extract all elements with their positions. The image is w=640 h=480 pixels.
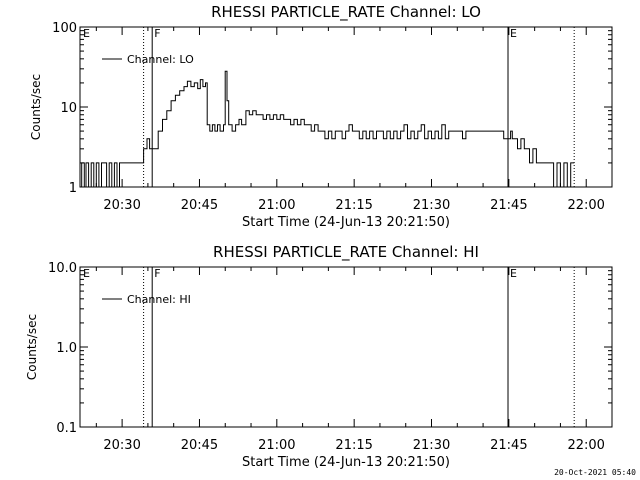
x-tick-label: 21:30 [413, 198, 450, 213]
marker-label: E [510, 27, 517, 40]
legend-label: Channel: HI [127, 293, 191, 306]
y-tick-label: 10 [60, 101, 77, 116]
footer-timestamp: 20-Oct-2021 05:40 [554, 468, 636, 477]
y-tick-label: 100 [52, 21, 77, 36]
x-tick-label: 20:45 [181, 438, 218, 453]
x-tick-label: 21:00 [258, 198, 295, 213]
x-tick-label: 22:00 [567, 438, 604, 453]
chart-panel-2: RHESSI PARTICLE_RATE Channel: HI Start Ti… [25, 243, 613, 470]
x-tick-label: 21:45 [490, 198, 527, 213]
edge-marker-label: E [83, 27, 90, 40]
y-tick-label: 1.0 [56, 341, 77, 356]
y-axis-label: Counts/sec [25, 314, 39, 380]
marker-label: E [510, 267, 517, 280]
chart-title: RHESSI PARTICLE_RATE Channel: HI [213, 243, 479, 262]
x-tick-label: 21:15 [335, 438, 372, 453]
edge-marker-label: E [83, 267, 90, 280]
y-tick-label: 1 [69, 181, 77, 196]
x-tick-label: 20:30 [103, 198, 140, 213]
series-line [80, 70, 575, 188]
y-tick-label: 10.0 [48, 261, 77, 276]
y-axis-label: Counts/sec [29, 74, 43, 140]
x-tick-label: 21:45 [490, 438, 527, 453]
x-tick-label: 20:45 [181, 198, 218, 213]
x-tick-label: 21:15 [335, 198, 372, 213]
plot-frame [79, 266, 613, 428]
x-axis-label: Start Time (24-Jun-13 20:21:50) [242, 455, 450, 470]
marker-label: F [154, 267, 160, 280]
x-axis-label: Start Time (24-Jun-13 20:21:50) [242, 215, 450, 230]
chart-panel-1: RHESSI PARTICLE_RATE Channel: LO Start Ti… [29, 3, 613, 230]
legend-label: Channel: LO [127, 53, 194, 66]
x-tick-label: 21:30 [413, 438, 450, 453]
x-tick-label: 21:00 [258, 438, 295, 453]
x-tick-label: 22:00 [567, 198, 604, 213]
x-tick-label: 20:30 [103, 438, 140, 453]
chart-title: RHESSI PARTICLE_RATE Channel: LO [211, 3, 481, 22]
marker-label: F [154, 27, 160, 40]
y-tick-label: 0.1 [56, 421, 77, 436]
